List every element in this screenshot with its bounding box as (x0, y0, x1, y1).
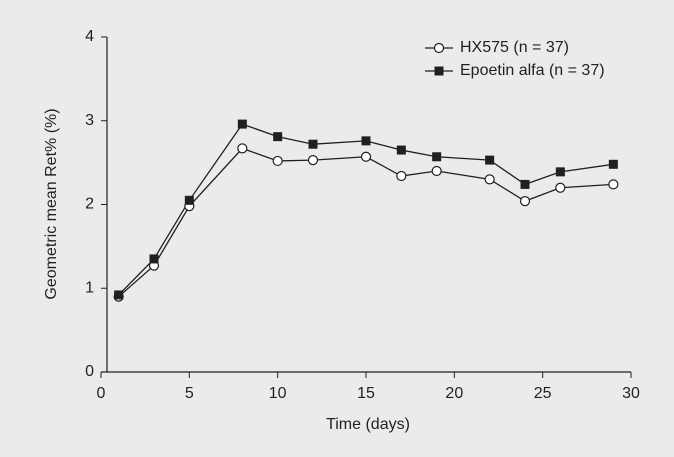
marker (608, 159, 618, 169)
marker (273, 132, 283, 142)
x-tick-label: 0 (97, 385, 106, 402)
y-tick-label: 2 (85, 196, 94, 213)
marker (361, 136, 371, 146)
marker (308, 139, 318, 149)
y-tick-label: 0 (85, 363, 94, 380)
x-tick-label: 15 (357, 385, 375, 402)
marker (608, 179, 619, 190)
y-tick-label: 1 (85, 279, 94, 296)
x-tick-label: 5 (185, 385, 194, 402)
marker (484, 174, 495, 185)
y-axis-label: Geometric mean Ret% (%) (43, 108, 60, 299)
x-axis-label: Time (days) (326, 416, 410, 433)
y-tick-label: 3 (85, 112, 94, 129)
marker (149, 254, 159, 264)
marker (555, 167, 565, 177)
x-tick-label: 30 (622, 385, 640, 402)
marker (237, 143, 248, 154)
legend-marker (433, 42, 445, 54)
marker (519, 196, 531, 207)
marker (555, 182, 566, 193)
legend-marker (434, 66, 444, 76)
marker (114, 290, 124, 300)
x-tick-label: 10 (269, 385, 287, 402)
y-tick-label: 4 (85, 28, 94, 45)
marker (237, 119, 247, 129)
legend-label: Epoetin alfa (n = 37) (460, 62, 605, 79)
marker (307, 155, 319, 166)
x-tick-label: 20 (445, 385, 463, 402)
marker (396, 170, 407, 182)
marker (520, 179, 530, 189)
marker (485, 155, 495, 165)
marker (184, 195, 194, 205)
marker (431, 165, 442, 177)
marker (432, 152, 442, 162)
marker (360, 151, 372, 162)
marker (272, 155, 283, 167)
legend-label: HX575 (n = 37) (460, 39, 569, 56)
x-tick-label: 25 (534, 385, 552, 402)
marker (396, 145, 406, 155)
